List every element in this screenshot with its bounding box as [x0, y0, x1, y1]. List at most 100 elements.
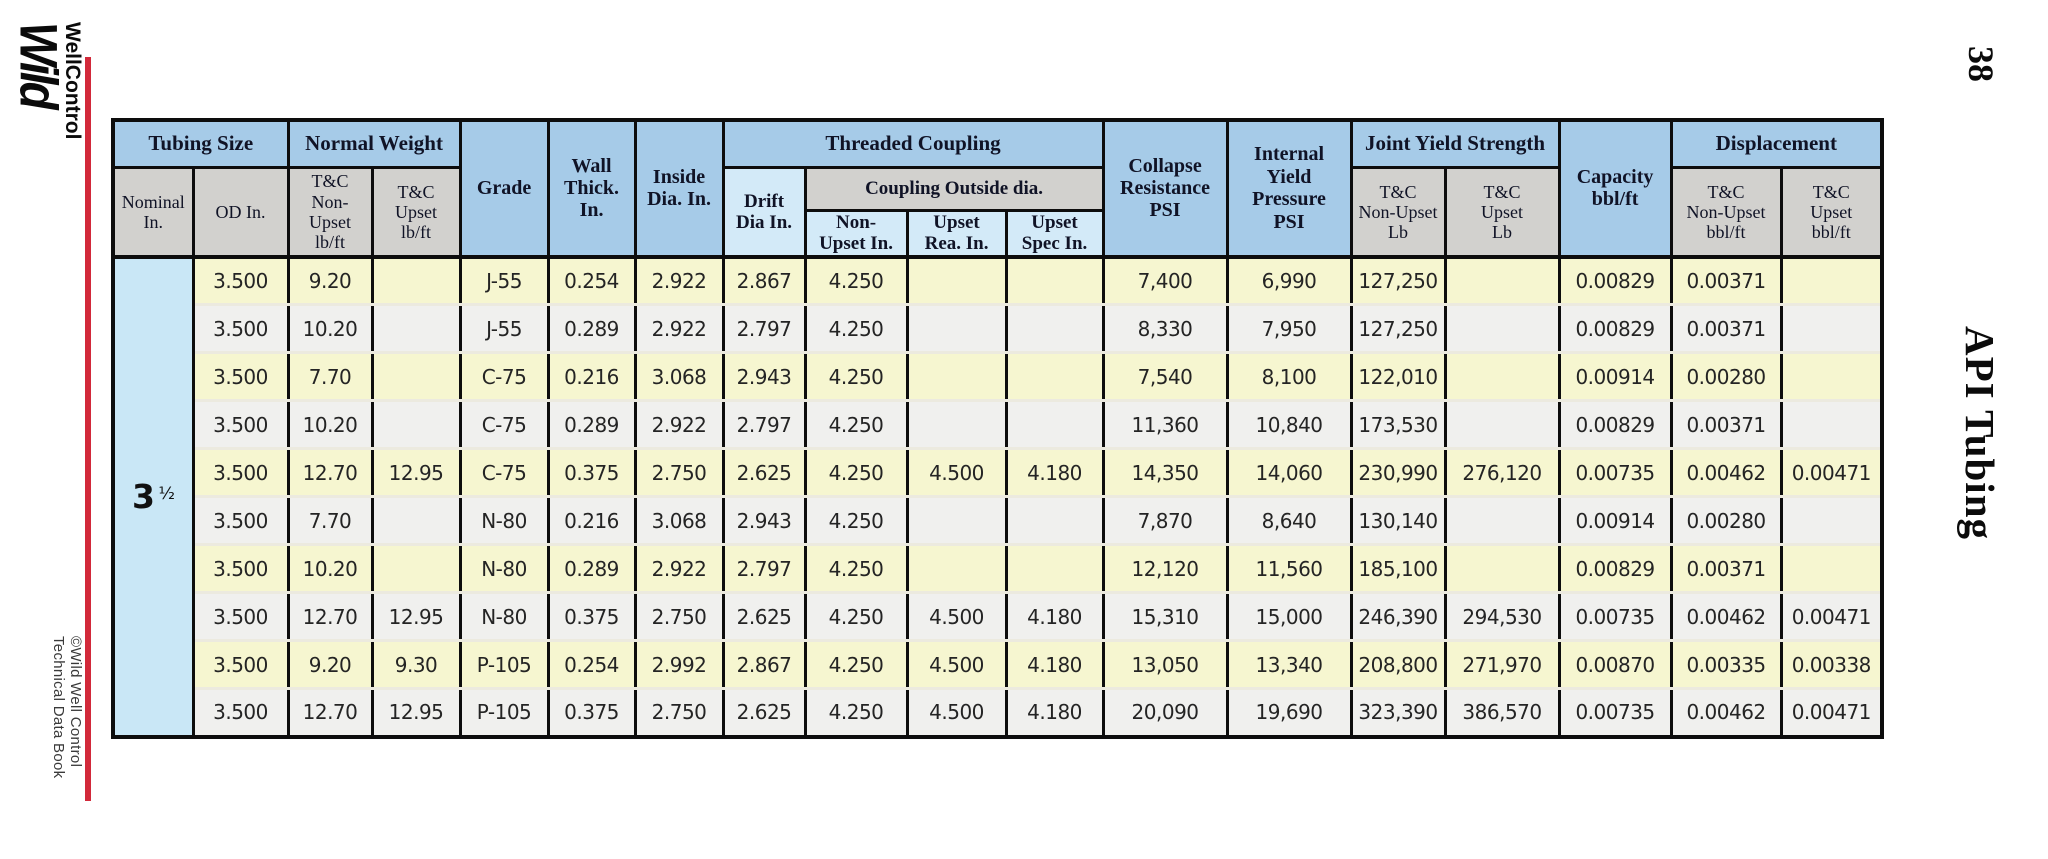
data-cell: 2.750 [633, 447, 725, 499]
data-cell: 8,100 [1225, 351, 1353, 403]
data-cell: 2.943 [721, 351, 807, 403]
data-cell [1004, 303, 1105, 355]
data-cell: 0.00735 [1557, 687, 1673, 739]
data-cell: 13,050 [1101, 639, 1229, 691]
data-cell: 4.250 [803, 254, 909, 307]
data-cell: 3.500 [191, 254, 290, 307]
data-cell: 0.00471 [1779, 447, 1884, 499]
data-cell: 0.00914 [1557, 351, 1673, 403]
data-cell: 0.00870 [1557, 639, 1673, 691]
data-cell: 2.625 [721, 447, 807, 499]
col-header-tc-upset-lb: T&C Upset Lb [1443, 165, 1561, 259]
col-header-od: OD In. [191, 165, 290, 259]
col-header-inside-dia: Inside Dia. In. [633, 118, 725, 259]
col-header-drift-dia: Drift Dia In. [721, 165, 807, 259]
data-cell: 0.375 [546, 591, 637, 643]
col-header-tc-non-upset-bblft: T&C Non-Upset bbl/ft [1669, 165, 1783, 259]
group-header-coupling-outside-dia: Coupling Outside dia. [803, 166, 1105, 212]
data-cell: 3.500 [191, 687, 290, 739]
data-cell: 12.70 [286, 447, 374, 499]
data-cell: 0.00462 [1669, 447, 1783, 499]
col-header-tc-upset-bblft: T&C Upset bbl/ft [1779, 165, 1884, 259]
data-cell: 323,390 [1349, 687, 1447, 739]
data-cell: C-75 [458, 399, 550, 451]
data-cell: 7,870 [1101, 495, 1229, 547]
col-header-tc-upset-lbft: T&C Upset lb/ft [370, 165, 462, 259]
data-cell: 15,000 [1225, 591, 1353, 643]
table-row: 3.500 12.70 12.95 P-105 0.375 2.750 2.625 4.250… [113, 687, 1884, 739]
data-cell: 10.20 [286, 543, 374, 595]
data-cell: 4.500 [905, 591, 1008, 643]
data-cell: 246,390 [1349, 591, 1447, 643]
data-cell: 0.00914 [1557, 495, 1673, 547]
data-cell: 4.250 [803, 495, 909, 547]
data-cell [1004, 495, 1105, 547]
nominal-size-whole: 3 [132, 477, 155, 517]
data-cell: 0.375 [546, 447, 637, 499]
data-cell [1779, 351, 1884, 403]
col-header-upset-rea-in: Upset Rea. In. [905, 208, 1008, 259]
data-cell: 4.500 [905, 687, 1008, 739]
data-cell: 12.70 [286, 591, 374, 643]
data-cell: 0.00371 [1669, 254, 1783, 307]
data-cell: 2.797 [721, 303, 807, 355]
data-cell [370, 399, 462, 451]
data-cell: 130,140 [1349, 495, 1447, 547]
data-cell [905, 303, 1008, 355]
data-cell: 0.00338 [1779, 639, 1884, 691]
margin-note: Technical Data Book ©Wild Well Control [50, 636, 84, 778]
data-cell: 0.00471 [1779, 591, 1884, 643]
data-cell: 185,100 [1349, 543, 1447, 595]
col-header-nominal: Nominal In. [111, 165, 195, 259]
data-cell: 2.922 [633, 254, 725, 307]
data-cell: 0.289 [546, 399, 637, 451]
data-cell: 3.068 [633, 495, 725, 547]
data-cell: 12.95 [370, 687, 462, 739]
data-cell: 3.500 [191, 303, 290, 355]
data-cell [1004, 351, 1105, 403]
data-cell: 173,530 [1349, 399, 1447, 451]
table-row: 3.500 7.70 N-80 0.216 3.068 2.943 4.250 7,870 8,… [113, 495, 1884, 547]
data-cell: 4.250 [803, 543, 909, 595]
data-cell: 12.95 [370, 591, 462, 643]
col-header-tc-non-upset-lb: T&C Non-Upset Lb [1349, 165, 1447, 259]
data-cell: 0.00471 [1779, 687, 1884, 739]
data-cell [1443, 254, 1561, 307]
data-cell: 0.00371 [1669, 399, 1783, 451]
data-cell: J-55 [458, 254, 550, 307]
data-cell [905, 351, 1008, 403]
data-cell: 7,540 [1101, 351, 1229, 403]
data-cell [1779, 495, 1884, 547]
table-row: 3 ½ 3.500 9.20 J-55 0.254 2.922 2.867 4.250 7,400… [111, 254, 1884, 739]
data-cell: 12,120 [1101, 543, 1229, 595]
data-cell [905, 495, 1008, 547]
data-cell: 230,990 [1349, 447, 1447, 499]
data-cell: 14,350 [1101, 447, 1229, 499]
data-cell: 19,690 [1225, 687, 1353, 739]
group-header-joint-yield-strength: Joint Yield Strength [1349, 118, 1561, 169]
data-cell: 3.500 [191, 543, 290, 595]
data-cell [1779, 254, 1884, 307]
table-row: 3.500 10.20 N-80 0.289 2.922 2.797 4.250 12,120… [113, 543, 1884, 595]
data-cell: 0.00829 [1557, 543, 1673, 595]
data-cell: 0.00829 [1557, 254, 1673, 307]
data-cell: 4.180 [1004, 639, 1105, 691]
data-cell [1004, 254, 1105, 307]
data-cell: 14,060 [1225, 447, 1353, 499]
nominal-size-fraction: ½ [158, 484, 175, 505]
data-cell [1443, 399, 1561, 451]
data-cell: 0.00829 [1557, 399, 1673, 451]
col-header-collapse-resistance: Collapse Resistance PSI [1101, 118, 1229, 259]
data-cell: 4.500 [905, 639, 1008, 691]
data-cell: 208,800 [1349, 639, 1447, 691]
data-cell: 0.375 [546, 687, 637, 739]
col-header-capacity: Capacity bbl/ft [1557, 118, 1673, 259]
data-cell: 0.00462 [1669, 591, 1783, 643]
data-cell [370, 303, 462, 355]
data-cell [1004, 543, 1105, 595]
data-cell: 0.289 [546, 543, 637, 595]
table-row: 3.500 12.70 12.95 N-80 0.375 2.750 2.625 4.250 4… [113, 591, 1884, 643]
data-cell: 10,840 [1225, 399, 1353, 451]
data-cell: 2.625 [721, 591, 807, 643]
